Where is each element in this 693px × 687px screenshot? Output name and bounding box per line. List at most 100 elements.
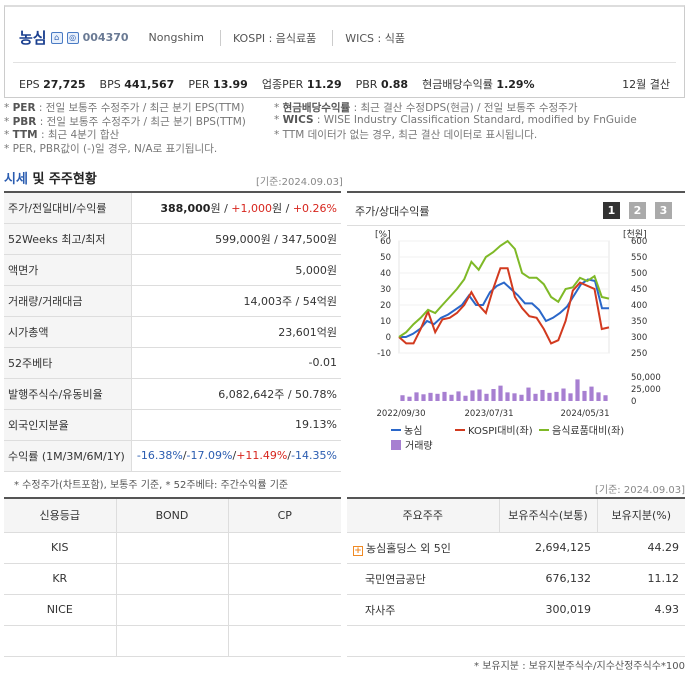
volume-bar — [477, 389, 482, 401]
volume-bar — [575, 379, 580, 401]
metric-pbr: PBR 0.88 — [355, 77, 409, 91]
volume-bar — [491, 389, 496, 401]
shareholders-table: 주요주주 보유주식수(보통) 보유지분(%) + 농심홀딩스 외 5인 2,694… — [347, 497, 685, 657]
y-left-tick-label: 60 — [380, 237, 391, 247]
volume-bar — [456, 391, 461, 401]
stock-code: 004370 — [82, 31, 129, 44]
section-date: [기준:2024.09.03] — [256, 177, 343, 188]
volume-bar — [470, 390, 475, 401]
y-left-tick-label: -10 — [377, 349, 391, 359]
chart-page-2-button[interactable]: 2 — [629, 202, 646, 219]
volume-bar — [463, 395, 468, 401]
note-dividend: * 현금배당수익률 : 최근 결산 수정DPS(현금) / 전일 보통주 수정주… — [274, 102, 578, 114]
volume-bar — [533, 393, 538, 401]
y-right-tick-label: 600 — [631, 237, 647, 247]
volume-bar — [589, 386, 594, 401]
metric-industry-per: 업종PER 11.29 — [261, 78, 342, 91]
company-name[interactable]: 농심 — [19, 29, 47, 47]
chart-panel: 주가/상대수익률 1 2 3 [%] [천원] 60 50 40 30 20 10 0 -10 60… — [347, 191, 685, 467]
y-right-tick-label: 550 — [631, 253, 647, 263]
volume-bar — [582, 390, 587, 401]
shareholders-footnote: * 보유지분 : 보유지분주식수/지수산정주식수*100 — [474, 661, 685, 672]
home-icon[interactable]: ⌂ — [50, 31, 63, 44]
metric-per: PER 13.99 — [188, 77, 248, 91]
volume-bar — [596, 392, 601, 401]
company-title-row: 농심 ⌂ ◎ 004370 Nongshim KOSPI : 음식료품 WICS… — [19, 27, 405, 48]
y-right-unit: [천원] — [623, 229, 647, 240]
table-row: KR — [4, 563, 341, 595]
ir-icon[interactable]: ◎ — [66, 31, 79, 44]
company-header: 농심 ⌂ ◎ 004370 Nongshim KOSPI : 음식료품 WICS… — [4, 5, 685, 98]
legend-label: 농심 — [404, 425, 422, 437]
note-negative: * PER, PBR값이 (-)일 경우, N/A로 표기됩니다. — [4, 142, 218, 155]
shareholders-date: [기준: 2024.09.03] — [595, 485, 686, 496]
volume-tick-label: 0 — [631, 397, 636, 407]
volume-bar — [421, 394, 426, 401]
volume-bar — [484, 393, 489, 401]
returns-label: 수익률 (1M/3M/6M/1Y) — [4, 440, 132, 472]
y-left-tick-label: 50 — [380, 253, 391, 263]
shareholder-name: + 농심홀딩스 외 5인 — [347, 532, 499, 564]
table-row: 외국인지분율 19.13% — [4, 409, 341, 441]
note-ttm-missing: * TTM 데이터가 없는 경우, 최근 결산 데이터로 표시됩니다. — [274, 129, 538, 141]
expand-icon[interactable]: + — [353, 545, 363, 556]
legend-label: KOSPI대비(좌) — [468, 425, 533, 437]
y-left-unit: [%] — [375, 230, 391, 240]
metric-eps: EPS 27,725 — [19, 77, 86, 91]
note-per: * PER : 전일 보통주 수정주가 / 최근 분기 EPS(TTM) — [4, 102, 245, 114]
volume-bar — [505, 392, 510, 401]
volume-bar — [442, 391, 447, 401]
y-right-tick-label: 350 — [631, 317, 647, 327]
price-label: 주가/전일대비/수익률 — [4, 192, 132, 224]
chart-title: 주가/상대수익률 — [355, 205, 430, 218]
volume-bar — [540, 389, 545, 401]
chart-page-1-button[interactable]: 1 — [603, 202, 620, 219]
volume-bar — [554, 391, 559, 401]
fiscal-period: 12월 결산 — [622, 78, 670, 91]
y-left-tick-label: 0 — [386, 333, 391, 343]
market-info: KOSPI : 음식료품 — [219, 29, 316, 46]
volume-bar — [512, 393, 517, 401]
table-row: 시가총액 23,601억원 — [4, 316, 341, 348]
series-line-0 — [399, 278, 609, 338]
credit-rating-table: 신용등급 BOND CP KIS KR NICE — [4, 497, 341, 657]
volume-bar — [519, 394, 524, 401]
volume-bar — [547, 392, 552, 401]
volume-bar — [428, 392, 433, 401]
volume-bar — [407, 396, 412, 401]
volume-tick-label: 25,000 — [631, 385, 661, 395]
volume-bar — [400, 395, 405, 401]
y-right-tick-label: 250 — [631, 349, 647, 359]
wics-info: WICS : 식품 — [332, 29, 405, 46]
plot-frame — [398, 240, 610, 354]
legend-label: 음식료품대비(좌) — [552, 425, 624, 437]
table-row: 52Weeks 최고/최저 599,000원 / 347,500원 — [4, 223, 341, 255]
quote-table: 주가/전일대비/수익률 388,000원 / +1,000원 / +0.26% … — [4, 191, 341, 472]
metric-bps: BPS 441,567 — [99, 77, 175, 91]
metric-dividend-yield: 현금배당수익률 1.29% — [422, 78, 535, 91]
volume-bar — [498, 385, 503, 401]
section-title: 시세 및 주주현황 — [4, 172, 97, 187]
series-line-2 — [398, 239, 610, 338]
table-row: 수익률 (1M/3M/6M/1Y) -16.38%/-17.09%/+11.49… — [4, 440, 341, 472]
table-row: 발행주식수/유동비율 6,082,642주 / 50.78% — [4, 378, 341, 410]
y-right-tick-label: 450 — [631, 285, 647, 295]
price-value: 388,000원 / +1,000원 / +0.26% — [131, 192, 341, 224]
table-row — [347, 625, 685, 657]
x-tick-label: 2023/07/31 — [465, 409, 514, 419]
table-row: 자사주 300,019 4.93 — [347, 594, 685, 626]
header-divider — [13, 62, 676, 63]
chart-divider — [347, 225, 685, 226]
table-row: 주가/전일대비/수익률 388,000원 / +1,000원 / +0.26% — [4, 192, 341, 224]
y-right-tick-label: 300 — [631, 333, 647, 343]
table-row: NICE — [4, 594, 341, 626]
y-right-tick-label: 400 — [631, 301, 647, 311]
note-pbr: * PBR : 전일 보통주 수정주가 / 최근 분기 BPS(TTM) — [4, 115, 246, 128]
chart-page-3-button[interactable]: 3 — [655, 202, 672, 219]
y-left-tick-label: 20 — [380, 301, 391, 311]
valuation-metrics: EPS 27,725 BPS 441,567 PER 13.99 업종PER 1… — [19, 76, 670, 92]
note-wics: * WICS : WISE Industry Classification St… — [274, 113, 637, 126]
returns-value: -16.38%/-17.09%/+11.49%/-14.35% — [131, 440, 341, 472]
table-header-row: 주요주주 보유주식수(보통) 보유지분(%) — [347, 498, 685, 533]
table-row: 거래량/거래대금 14,003주 / 54억원 — [4, 285, 341, 317]
